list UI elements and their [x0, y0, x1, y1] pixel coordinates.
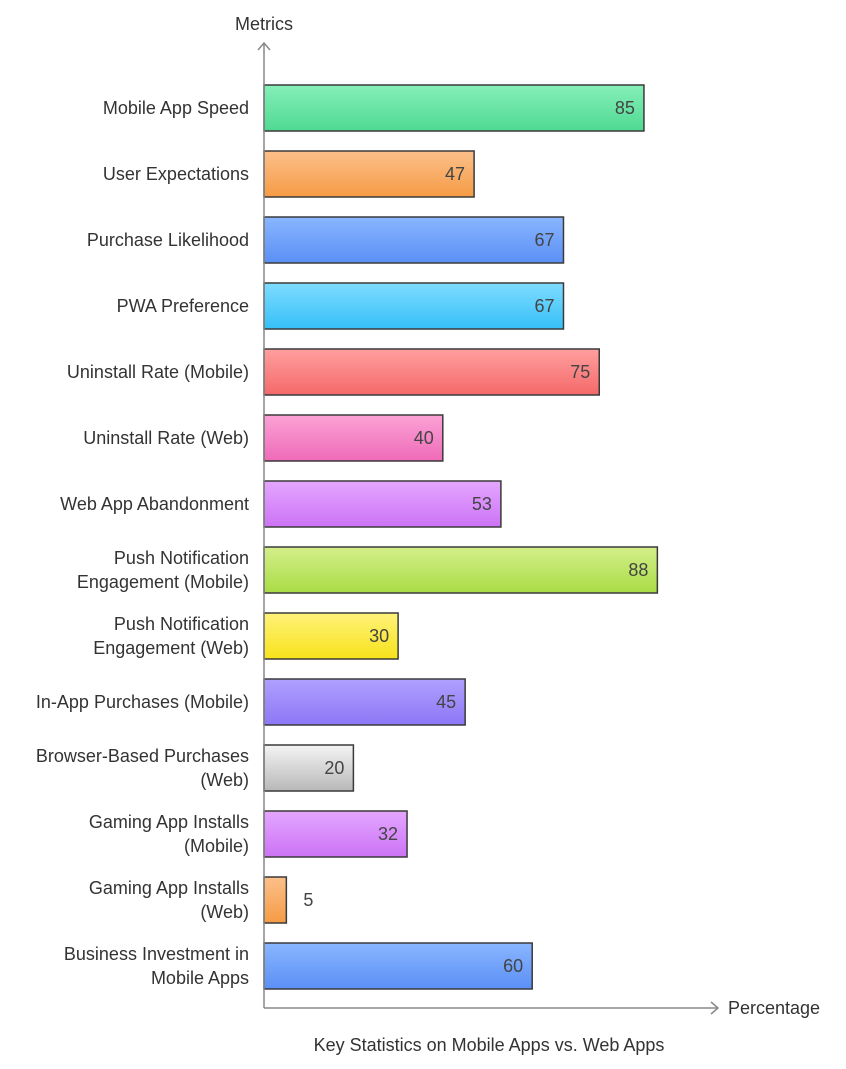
bar-value-label: 5: [303, 890, 313, 910]
bar-value-label: 32: [378, 824, 398, 844]
bar: [263, 150, 475, 198]
category-label: Browser-Based Purchases: [36, 746, 249, 766]
bar: [263, 546, 659, 594]
bar: [263, 612, 399, 660]
bar-value-label: 88: [628, 560, 648, 580]
category-label: Push Notification: [114, 548, 249, 568]
bar: [263, 414, 444, 462]
bar: [263, 348, 600, 396]
x-axis-label: Percentage: [728, 998, 820, 1018]
category-label: Push Notification: [114, 614, 249, 634]
bar: [263, 84, 645, 132]
category-label: Uninstall Rate (Mobile): [67, 362, 249, 382]
category-label: Engagement (Web): [93, 638, 249, 658]
bar-value-label: 67: [534, 230, 554, 250]
bar: [263, 678, 466, 726]
category-label: Engagement (Mobile): [77, 572, 249, 592]
category-label: (Web): [200, 770, 249, 790]
category-label: User Expectations: [103, 164, 249, 184]
category-label: Business Investment in: [64, 944, 249, 964]
bar-value-label: 45: [436, 692, 456, 712]
bar: [263, 216, 565, 264]
x-axis-arrow-icon: [710, 1001, 720, 1015]
bar: [263, 480, 502, 528]
category-label: PWA Preference: [117, 296, 249, 316]
bar-value-label: 47: [445, 164, 465, 184]
category-label: In-App Purchases (Mobile): [36, 692, 249, 712]
bar: [263, 744, 355, 792]
bar-value-label: 85: [615, 98, 635, 118]
bar: [263, 282, 565, 330]
bar-value-label: 75: [570, 362, 590, 382]
chart-title: Key Statistics on Mobile Apps vs. Web Ap…: [314, 1035, 665, 1055]
category-label: Mobile Apps: [151, 968, 249, 988]
bar: [263, 810, 408, 858]
bar-value-label: 30: [369, 626, 389, 646]
bar-value-label: 20: [324, 758, 344, 778]
bar: [263, 942, 533, 990]
category-label: Gaming App Installs: [89, 878, 249, 898]
category-label: Purchase Likelihood: [87, 230, 249, 250]
y-axis-arrow-icon: [257, 41, 271, 51]
category-label: Mobile App Speed: [103, 98, 249, 118]
category-label: Gaming App Installs: [89, 812, 249, 832]
bar-value-label: 53: [472, 494, 492, 514]
bar: [263, 876, 288, 924]
category-label: (Mobile): [184, 836, 249, 856]
bar-value-label: 40: [414, 428, 434, 448]
category-label: Uninstall Rate (Web): [83, 428, 249, 448]
category-label: (Web): [200, 902, 249, 922]
category-label: Web App Abandonment: [60, 494, 249, 514]
y-axis-label: Metrics: [235, 14, 293, 34]
bar-value-label: 67: [534, 296, 554, 316]
bar-value-label: 60: [503, 956, 523, 976]
